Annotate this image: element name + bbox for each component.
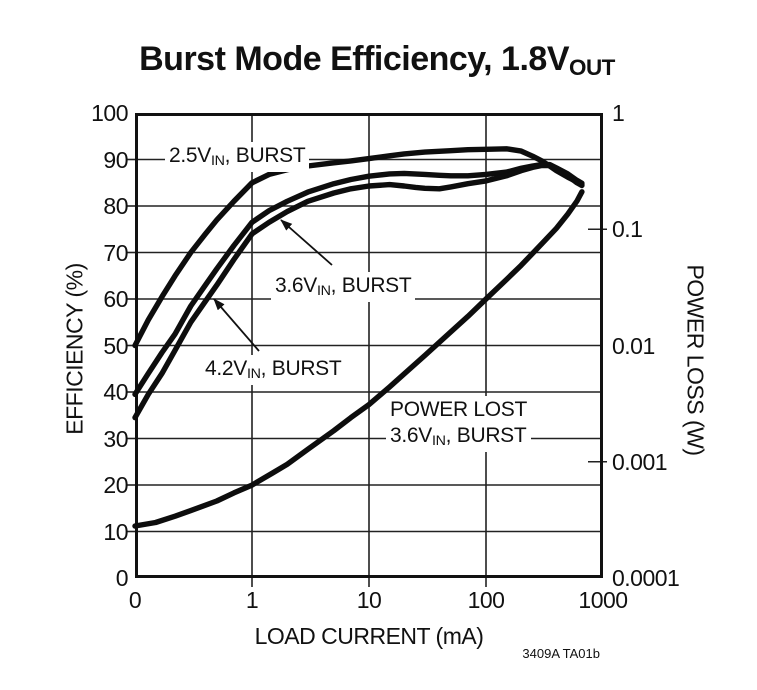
label-4p2vin-burst: 4.2VIN, BURST xyxy=(201,355,346,385)
curve-4-2vin-burst xyxy=(132,162,585,421)
label-4p2vin-burst-arrow xyxy=(213,298,260,352)
y-right-tick-label: 0.1 xyxy=(612,216,643,243)
part-number-code: 3409A TA01b xyxy=(522,646,600,661)
y-left-tick-label: 50 xyxy=(103,332,128,359)
y-left-tick-label: 100 xyxy=(91,100,128,126)
x-tick-label: 100 xyxy=(467,587,505,613)
y-right-tick-label: 0.0001 xyxy=(612,565,680,591)
y-left-tick-label: 60 xyxy=(103,286,128,312)
y-left-tick-label: 90 xyxy=(103,146,128,173)
label-power-lost: POWER LOST 3.6VIN, BURST xyxy=(386,396,532,452)
y-left-tick-label: 0 xyxy=(115,565,129,591)
x-axis-title: LOAD CURRENT (mA) xyxy=(254,623,484,649)
x-tick-label: 0 xyxy=(128,587,142,613)
x-tick-label: 1 xyxy=(245,587,259,613)
curve-power-lost-3-6vin-burst xyxy=(132,189,585,529)
y-left-tick-label: 30 xyxy=(103,425,128,452)
curve-2-5vin-burst xyxy=(132,146,585,349)
y-left-tick-label: 70 xyxy=(103,239,128,266)
y-right-tick-label: 1 xyxy=(612,100,625,126)
label-3p6vin-burst: 3.6VIN, BURST xyxy=(271,272,416,302)
y-left-tick-label: 20 xyxy=(103,472,128,498)
y-right-tick-label: 0.01 xyxy=(612,332,655,359)
y-left-tick-label: 10 xyxy=(103,518,128,545)
plot-area xyxy=(126,113,607,587)
title-subscript: OUT xyxy=(569,54,615,80)
label-3p6vin-burst-arrow xyxy=(280,219,333,266)
x-tick-label: 1000 xyxy=(578,587,628,613)
title-main: Burst Mode Efficiency, 1.8V xyxy=(139,40,570,78)
y-left-tick-label: 40 xyxy=(103,379,128,405)
y-right-axis-title: POWER LOSS (W) xyxy=(682,264,709,456)
label-2p5vin-burst: 2.5VIN, BURST xyxy=(165,142,310,172)
page-title: Burst Mode Efficiency, 1.8VOUT xyxy=(139,40,615,80)
y-left-tick-label: 80 xyxy=(103,193,128,219)
y-right-tick-label: 0.001 xyxy=(612,448,668,475)
x-tick-label: 10 xyxy=(356,587,382,613)
chart-canvas xyxy=(126,113,607,587)
